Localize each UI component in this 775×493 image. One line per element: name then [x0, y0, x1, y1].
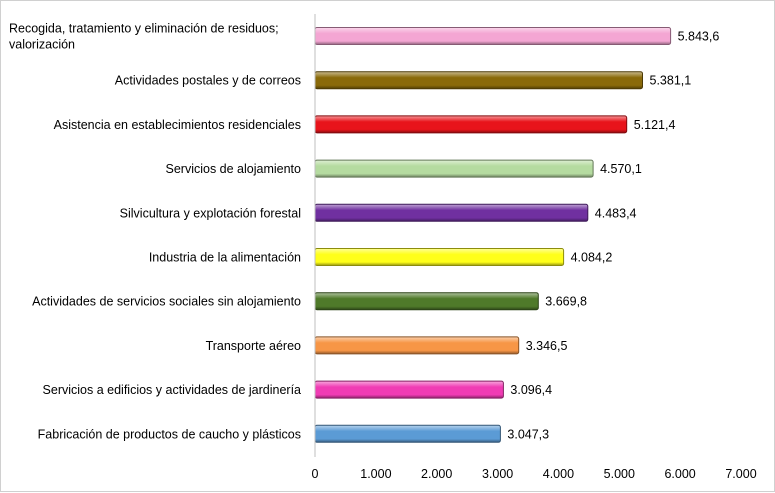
x-tick-label: 6.000: [664, 467, 695, 481]
value-label: 4.570,1: [600, 162, 642, 176]
bar-10: [314, 424, 501, 443]
value-label: 5.381,1: [650, 74, 692, 88]
value-label: 4.084,2: [571, 251, 613, 265]
bar-3: [314, 115, 628, 134]
category-label: Industria de la alimentación: [149, 251, 301, 265]
value-label: 5.121,4: [634, 118, 676, 132]
bar-5: [314, 203, 589, 222]
category-label: Silvicultura y explotación forestal: [120, 206, 301, 220]
category-label: Asistencia en establecimientos residenci…: [54, 118, 301, 132]
category-label: Servicios de alojamiento: [166, 162, 302, 176]
bar-2: [314, 71, 643, 90]
value-label: 3.346,5: [526, 339, 568, 353]
value-label: 3.096,4: [510, 383, 552, 397]
x-tick-label: 3.000: [482, 467, 513, 481]
category-label: Fabricación de productos de caucho y plá…: [38, 427, 301, 441]
x-axis: 0 1.000 2.000 3.000 4.000 5.000 6.000 7.000: [312, 14, 757, 481]
category-label: Actividades postales y de correos: [115, 74, 301, 88]
value-labels-group: 5.843,6 5.381,1 5.121,4 4.570,1 4.483,4 4.084…: [507, 30, 719, 442]
bar-1: [314, 27, 672, 45]
bar-4: [314, 159, 594, 178]
category-label: Transporte aéreo: [206, 339, 301, 353]
x-tick-label: 5.000: [604, 467, 635, 481]
value-label: 3.669,8: [545, 295, 587, 309]
bar-9: [314, 380, 504, 399]
value-label: 4.483,4: [595, 206, 637, 220]
category-labels-group: Recogida, tratamiento y eliminación de r…: [9, 22, 301, 442]
bar-8: [314, 336, 520, 355]
x-tick-label: 4.000: [543, 467, 574, 481]
bar-7: [314, 292, 539, 311]
value-label: 3.047,3: [507, 427, 549, 441]
x-tick-label: 7.000: [725, 467, 756, 481]
category-label: Actividades de servicios sociales sin al…: [32, 295, 301, 309]
bar-6: [314, 248, 565, 266]
x-tick-label: 0: [312, 467, 319, 481]
x-tick-label: 2.000: [421, 467, 452, 481]
value-label: 5.843,6: [678, 30, 720, 44]
category-label: Recogida, tratamiento y eliminación de r…: [9, 22, 279, 52]
x-tick-label: 1.000: [360, 467, 391, 481]
bars-group: [314, 27, 672, 443]
category-label: Servicios a edificios y actividades de j…: [43, 383, 302, 397]
